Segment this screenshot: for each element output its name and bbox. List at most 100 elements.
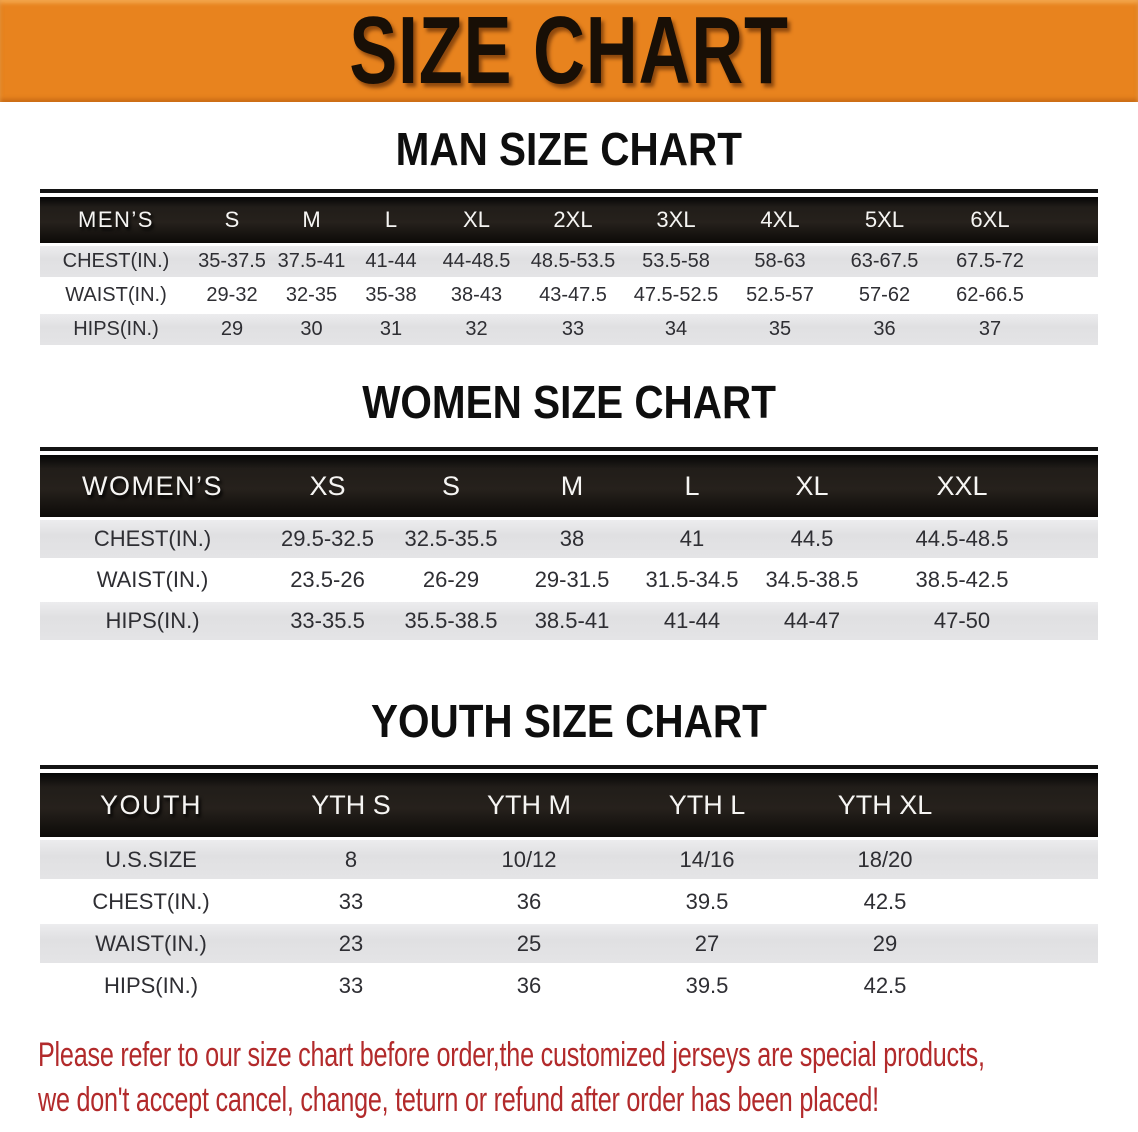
size-cell: 32.5-35.5 bbox=[390, 517, 512, 558]
women-header-row: WOMEN’S XS S M L XL XXL bbox=[40, 455, 1098, 517]
women-column-header: XL bbox=[752, 455, 872, 517]
youth-column-header: YTH XL bbox=[796, 773, 974, 837]
men-table-row: HIPS(IN.) 29 30 31 32 33 34 35 36 37 bbox=[40, 311, 1098, 345]
size-cell: 39.5 bbox=[618, 963, 796, 1005]
size-cell: 53.5-58 bbox=[624, 243, 728, 277]
disclaimer-line-1: Please refer to our size chart before or… bbox=[38, 1036, 985, 1074]
men-column-header: L bbox=[351, 197, 431, 243]
size-cell: 30 bbox=[272, 311, 351, 345]
measurement-label: WAIST(IN.) bbox=[40, 921, 262, 963]
youth-size-table-wrap: YOUTH YTH S YTH M YTH L YTH XL U.S.SIZE 8 10/12… bbox=[40, 765, 1098, 1005]
size-cell: 29 bbox=[192, 311, 272, 345]
size-cell: 33 bbox=[262, 879, 440, 921]
men-chart-heading-text: MAN SIZE CHART bbox=[395, 123, 743, 175]
youth-corner-label: YOUTH bbox=[40, 773, 262, 837]
spacer-cell bbox=[1052, 517, 1098, 558]
size-cell: 37.5-41 bbox=[272, 243, 351, 277]
measurement-label: HIPS(IN.) bbox=[40, 311, 192, 345]
size-cell: 42.5 bbox=[796, 963, 974, 1005]
women-column-header: S bbox=[390, 455, 512, 517]
size-cell: 42.5 bbox=[796, 879, 974, 921]
youth-column-header: YTH S bbox=[262, 773, 440, 837]
size-cell: 38-43 bbox=[431, 277, 522, 311]
men-size-table: MEN’S S M L XL 2XL 3XL 4XL 5XL 6XL CHEST(IN.) 35-37… bbox=[40, 197, 1098, 345]
size-cell: 43-47.5 bbox=[522, 277, 624, 311]
size-cell: 26-29 bbox=[390, 558, 512, 599]
size-cell: 52.5-57 bbox=[728, 277, 832, 311]
measurement-label: WAIST(IN.) bbox=[40, 558, 265, 599]
size-cell: 29-31.5 bbox=[512, 558, 632, 599]
size-cell: 44-48.5 bbox=[431, 243, 522, 277]
spacer-cell bbox=[974, 773, 1098, 837]
size-cell: 32-35 bbox=[272, 277, 351, 311]
men-size-table-wrap: MEN’S S M L XL 2XL 3XL 4XL 5XL 6XL CHEST(IN.) 35-37… bbox=[40, 189, 1098, 345]
size-cell: 32 bbox=[431, 311, 522, 345]
size-cell: 29 bbox=[796, 921, 974, 963]
men-column-header: 4XL bbox=[728, 197, 832, 243]
women-corner-label: WOMEN’S bbox=[40, 455, 265, 517]
youth-size-table: YOUTH YTH S YTH M YTH L YTH XL U.S.SIZE 8 10/12… bbox=[40, 773, 1098, 1005]
measurement-label: HIPS(IN.) bbox=[40, 963, 262, 1005]
size-cell: 33 bbox=[262, 963, 440, 1005]
men-header-row: MEN’S S M L XL 2XL 3XL 4XL 5XL 6XL bbox=[40, 197, 1098, 243]
women-table-row: CHEST(IN.) 29.5-32.5 32.5-35.5 38 41 44.5 44.5… bbox=[40, 517, 1098, 558]
men-table-row: CHEST(IN.) 35-37.5 37.5-41 41-44 44-48.5 48.5… bbox=[40, 243, 1098, 277]
women-column-header: XS bbox=[265, 455, 390, 517]
spacer-cell bbox=[974, 879, 1098, 921]
size-cell: 37 bbox=[937, 311, 1043, 345]
size-cell: 48.5-53.5 bbox=[522, 243, 624, 277]
measurement-label: HIPS(IN.) bbox=[40, 599, 265, 640]
size-cell: 36 bbox=[832, 311, 937, 345]
banner-title: SIZE CHART bbox=[349, 0, 789, 104]
size-cell: 41-44 bbox=[632, 599, 752, 640]
spacer-cell bbox=[1043, 243, 1098, 277]
youth-header-row: YOUTH YTH S YTH M YTH L YTH XL bbox=[40, 773, 1098, 837]
men-column-header: 6XL bbox=[937, 197, 1043, 243]
youth-chart-heading-text: YOUTH SIZE CHART bbox=[371, 695, 767, 747]
spacer-cell bbox=[974, 963, 1098, 1005]
size-cell: 36 bbox=[440, 879, 618, 921]
size-cell: 47.5-52.5 bbox=[624, 277, 728, 311]
size-cell: 35-38 bbox=[351, 277, 431, 311]
women-table-row: HIPS(IN.) 33-35.5 35.5-38.5 38.5-41 41-44 44-… bbox=[40, 599, 1098, 640]
women-size-table-wrap: WOMEN’S XS S M L XL XXL CHEST(IN.) 29.5-32.5 32.5… bbox=[40, 447, 1098, 640]
size-cell: 38.5-41 bbox=[512, 599, 632, 640]
youth-chart-heading: YOUTH SIZE CHART bbox=[0, 697, 1138, 745]
women-column-header: XXL bbox=[872, 455, 1052, 517]
spacer-cell bbox=[1052, 558, 1098, 599]
size-cell: 63-67.5 bbox=[832, 243, 937, 277]
size-cell: 62-66.5 bbox=[937, 277, 1043, 311]
spacer-cell bbox=[974, 921, 1098, 963]
size-cell: 33-35.5 bbox=[265, 599, 390, 640]
size-cell: 29.5-32.5 bbox=[265, 517, 390, 558]
size-cell: 44-47 bbox=[752, 599, 872, 640]
size-cell: 23.5-26 bbox=[265, 558, 390, 599]
size-cell: 44.5 bbox=[752, 517, 872, 558]
youth-column-header: YTH L bbox=[618, 773, 796, 837]
size-cell: 34 bbox=[624, 311, 728, 345]
disclaimer-line-2: we don't accept cancel, change, teturn o… bbox=[38, 1081, 879, 1119]
size-cell: 57-62 bbox=[832, 277, 937, 311]
measurement-label: CHEST(IN.) bbox=[40, 879, 262, 921]
men-column-header: S bbox=[192, 197, 272, 243]
size-cell: 58-63 bbox=[728, 243, 832, 277]
youth-table-row: WAIST(IN.) 23 25 27 29 bbox=[40, 921, 1098, 963]
youth-table-row: CHEST(IN.) 33 36 39.5 42.5 bbox=[40, 879, 1098, 921]
men-table-row: WAIST(IN.) 29-32 32-35 35-38 38-43 43-47.5 47.… bbox=[40, 277, 1098, 311]
women-size-table: WOMEN’S XS S M L XL XXL CHEST(IN.) 29.5-32.5 32.5… bbox=[40, 455, 1098, 640]
size-cell: 47-50 bbox=[872, 599, 1052, 640]
men-column-header: 5XL bbox=[832, 197, 937, 243]
spacer-cell bbox=[1043, 197, 1098, 243]
men-column-header: XL bbox=[431, 197, 522, 243]
youth-table-row: HIPS(IN.) 33 36 39.5 42.5 bbox=[40, 963, 1098, 1005]
size-cell: 38 bbox=[512, 517, 632, 558]
men-column-header: M bbox=[272, 197, 351, 243]
size-cell: 8 bbox=[262, 837, 440, 879]
size-cell: 14/16 bbox=[618, 837, 796, 879]
men-column-header: 3XL bbox=[624, 197, 728, 243]
size-cell: 34.5-38.5 bbox=[752, 558, 872, 599]
size-chart-banner: SIZE CHART bbox=[0, 0, 1138, 102]
size-cell: 27 bbox=[618, 921, 796, 963]
measurement-label: CHEST(IN.) bbox=[40, 517, 265, 558]
size-cell: 44.5-48.5 bbox=[872, 517, 1052, 558]
